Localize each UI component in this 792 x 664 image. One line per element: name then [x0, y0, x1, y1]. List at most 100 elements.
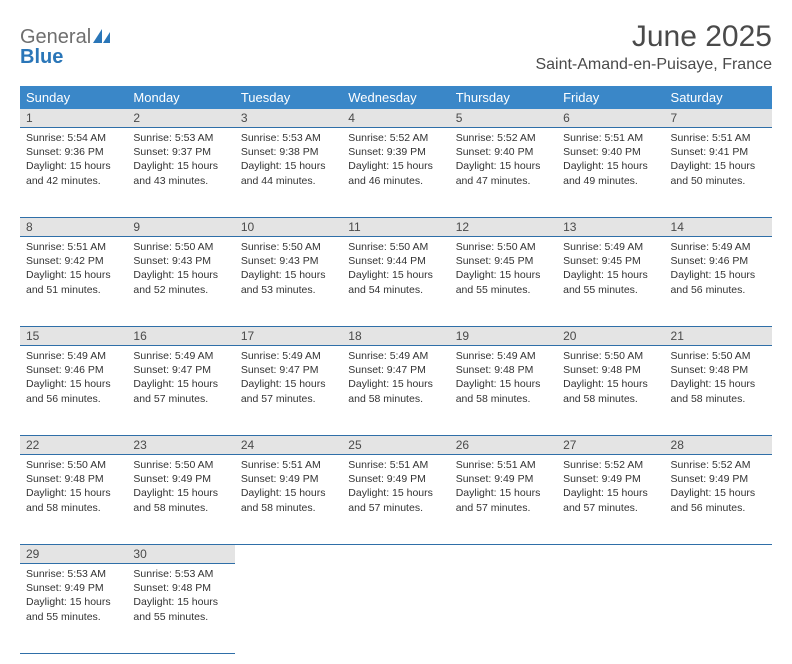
week-row: Sunrise: 5:54 AMSunset: 9:36 PMDaylight:…	[20, 128, 772, 218]
sunset-line: Sunset: 9:41 PM	[671, 145, 766, 159]
daylight-line: Daylight: 15 hours and 58 minutes.	[241, 486, 336, 514]
day-number-cell: 16	[127, 327, 234, 346]
day-number-cell: 7	[665, 109, 772, 128]
day-cell: Sunrise: 5:50 AMSunset: 9:43 PMDaylight:…	[127, 237, 234, 303]
sunrise-line: Sunrise: 5:53 AM	[133, 567, 228, 581]
day-cell: Sunrise: 5:53 AMSunset: 9:38 PMDaylight:…	[235, 128, 342, 194]
day-number: 17	[235, 327, 342, 345]
day-number: 9	[127, 218, 234, 236]
week-row: Sunrise: 5:53 AMSunset: 9:49 PMDaylight:…	[20, 564, 772, 654]
sunrise-line: Sunrise: 5:50 AM	[563, 349, 658, 363]
daylight-line: Daylight: 15 hours and 43 minutes.	[133, 159, 228, 187]
sunrise-line: Sunrise: 5:51 AM	[26, 240, 121, 254]
day-number: 20	[557, 327, 664, 345]
day-cell: Sunrise: 5:49 AMSunset: 9:46 PMDaylight:…	[20, 346, 127, 412]
sunset-line: Sunset: 9:46 PM	[26, 363, 121, 377]
day-content-cell: Sunrise: 5:50 AMSunset: 9:43 PMDaylight:…	[127, 237, 234, 327]
day-content-cell: Sunrise: 5:53 AMSunset: 9:49 PMDaylight:…	[20, 564, 127, 654]
day-cell: Sunrise: 5:53 AMSunset: 9:37 PMDaylight:…	[127, 128, 234, 194]
daylight-line: Daylight: 15 hours and 57 minutes.	[133, 377, 228, 405]
sunset-line: Sunset: 9:48 PM	[671, 363, 766, 377]
day-content-cell: Sunrise: 5:49 AMSunset: 9:47 PMDaylight:…	[342, 346, 449, 436]
sunrise-line: Sunrise: 5:50 AM	[348, 240, 443, 254]
day-content-cell: Sunrise: 5:49 AMSunset: 9:48 PMDaylight:…	[450, 346, 557, 436]
sunrise-line: Sunrise: 5:50 AM	[133, 240, 228, 254]
day-number: 3	[235, 109, 342, 127]
sunset-line: Sunset: 9:49 PM	[241, 472, 336, 486]
sunrise-line: Sunrise: 5:49 AM	[133, 349, 228, 363]
day-number: 29	[20, 545, 127, 563]
day-content-cell: Sunrise: 5:49 AMSunset: 9:46 PMDaylight:…	[20, 346, 127, 436]
sunset-line: Sunset: 9:43 PM	[133, 254, 228, 268]
day-number-row: 891011121314	[20, 218, 772, 237]
day-content-cell: Sunrise: 5:50 AMSunset: 9:48 PMDaylight:…	[557, 346, 664, 436]
sunrise-line: Sunrise: 5:49 AM	[456, 349, 551, 363]
day-cell: Sunrise: 5:51 AMSunset: 9:42 PMDaylight:…	[20, 237, 127, 303]
day-content-cell: Sunrise: 5:51 AMSunset: 9:41 PMDaylight:…	[665, 128, 772, 218]
day-number-cell: 12	[450, 218, 557, 237]
day-cell: Sunrise: 5:53 AMSunset: 9:48 PMDaylight:…	[127, 564, 234, 630]
day-content-cell: Sunrise: 5:51 AMSunset: 9:49 PMDaylight:…	[450, 455, 557, 545]
day-content-cell: Sunrise: 5:51 AMSunset: 9:40 PMDaylight:…	[557, 128, 664, 218]
daylight-line: Daylight: 15 hours and 57 minutes.	[456, 486, 551, 514]
sunrise-line: Sunrise: 5:52 AM	[671, 458, 766, 472]
day-number-cell: 17	[235, 327, 342, 346]
day-number: 12	[450, 218, 557, 236]
day-content-cell: Sunrise: 5:50 AMSunset: 9:49 PMDaylight:…	[127, 455, 234, 545]
daylight-line: Daylight: 15 hours and 55 minutes.	[456, 268, 551, 296]
sunset-line: Sunset: 9:49 PM	[456, 472, 551, 486]
day-number-cell: 21	[665, 327, 772, 346]
empty-cell	[665, 564, 772, 654]
day-number-cell: 23	[127, 436, 234, 455]
day-number: 10	[235, 218, 342, 236]
day-content-cell: Sunrise: 5:52 AMSunset: 9:49 PMDaylight:…	[665, 455, 772, 545]
sunrise-line: Sunrise: 5:53 AM	[241, 131, 336, 145]
daylight-line: Daylight: 15 hours and 57 minutes.	[348, 486, 443, 514]
daylight-line: Daylight: 15 hours and 49 minutes.	[563, 159, 658, 187]
sunset-line: Sunset: 9:43 PM	[241, 254, 336, 268]
weekday-header: Sunday	[20, 86, 127, 109]
daylight-line: Daylight: 15 hours and 42 minutes.	[26, 159, 121, 187]
sunset-line: Sunset: 9:49 PM	[133, 472, 228, 486]
day-content-cell: Sunrise: 5:49 AMSunset: 9:47 PMDaylight:…	[235, 346, 342, 436]
sunset-line: Sunset: 9:49 PM	[671, 472, 766, 486]
day-number-cell: 30	[127, 545, 234, 564]
day-number: 27	[557, 436, 664, 454]
daylight-line: Daylight: 15 hours and 58 minutes.	[348, 377, 443, 405]
daylight-line: Daylight: 15 hours and 54 minutes.	[348, 268, 443, 296]
day-content-cell: Sunrise: 5:53 AMSunset: 9:48 PMDaylight:…	[127, 564, 234, 654]
daylight-line: Daylight: 15 hours and 57 minutes.	[241, 377, 336, 405]
day-content-cell: Sunrise: 5:50 AMSunset: 9:48 PMDaylight:…	[665, 346, 772, 436]
sunset-line: Sunset: 9:38 PM	[241, 145, 336, 159]
day-number-cell: 20	[557, 327, 664, 346]
day-number: 25	[342, 436, 449, 454]
sunset-line: Sunset: 9:40 PM	[563, 145, 658, 159]
day-content-cell: Sunrise: 5:50 AMSunset: 9:43 PMDaylight:…	[235, 237, 342, 327]
day-number: 16	[127, 327, 234, 345]
weekday-header-row: SundayMondayTuesdayWednesdayThursdayFrid…	[20, 86, 772, 109]
day-number-cell: 24	[235, 436, 342, 455]
day-cell: Sunrise: 5:51 AMSunset: 9:49 PMDaylight:…	[342, 455, 449, 521]
logo-sail-icon	[93, 29, 111, 48]
sunset-line: Sunset: 9:45 PM	[456, 254, 551, 268]
day-number: 22	[20, 436, 127, 454]
sunrise-line: Sunrise: 5:52 AM	[563, 458, 658, 472]
sunset-line: Sunset: 9:36 PM	[26, 145, 121, 159]
day-number: 13	[557, 218, 664, 236]
day-cell: Sunrise: 5:50 AMSunset: 9:48 PMDaylight:…	[665, 346, 772, 412]
sunrise-line: Sunrise: 5:51 AM	[671, 131, 766, 145]
empty-cell	[450, 564, 557, 654]
sunset-line: Sunset: 9:49 PM	[348, 472, 443, 486]
weekday-header: Tuesday	[235, 86, 342, 109]
day-number-row: 15161718192021	[20, 327, 772, 346]
daylight-line: Daylight: 15 hours and 51 minutes.	[26, 268, 121, 296]
calendar-table: SundayMondayTuesdayWednesdayThursdayFrid…	[20, 86, 772, 654]
day-number-cell: 10	[235, 218, 342, 237]
sunrise-line: Sunrise: 5:53 AM	[133, 131, 228, 145]
day-number: 14	[665, 218, 772, 236]
logo-general: General	[20, 26, 91, 48]
day-content-cell: Sunrise: 5:49 AMSunset: 9:46 PMDaylight:…	[665, 237, 772, 327]
day-content-cell: Sunrise: 5:49 AMSunset: 9:47 PMDaylight:…	[127, 346, 234, 436]
daylight-line: Daylight: 15 hours and 55 minutes.	[563, 268, 658, 296]
sunset-line: Sunset: 9:39 PM	[348, 145, 443, 159]
